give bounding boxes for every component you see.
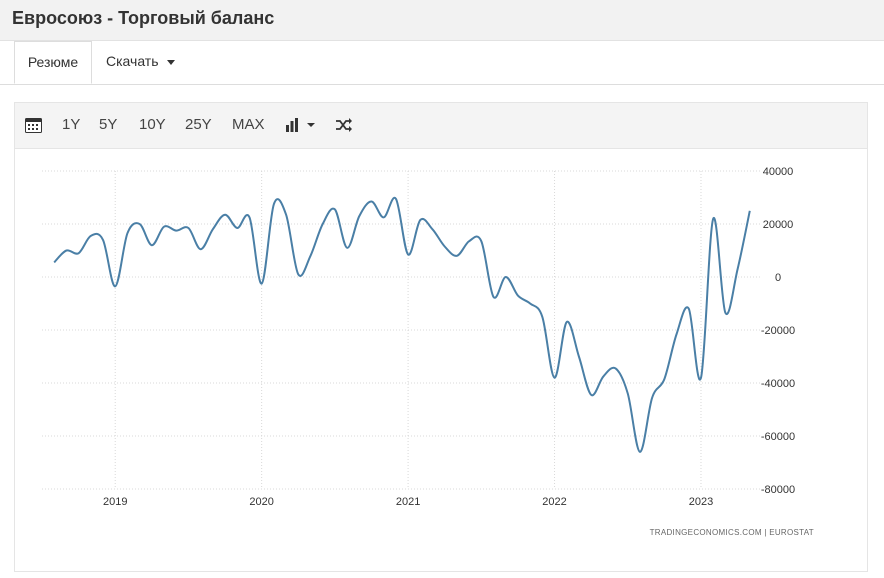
x-tick-label: 2021 bbox=[396, 496, 420, 508]
tab-download[interactable]: Скачать bbox=[106, 41, 175, 84]
tab-bar: Резюме Скачать bbox=[0, 41, 884, 85]
x-tick-label: 2023 bbox=[689, 496, 713, 508]
tab-download-label: Скачать bbox=[106, 53, 159, 69]
x-tick-label: 2020 bbox=[249, 496, 273, 508]
y-tick-label: 20000 bbox=[763, 219, 794, 231]
tab-summary[interactable]: Резюме bbox=[14, 41, 92, 84]
y-tick-label: 0 bbox=[775, 272, 781, 284]
title-bar: Евросоюз - Торговый баланс bbox=[0, 0, 884, 41]
range-25y-button[interactable]: 25Y bbox=[185, 116, 212, 133]
range-max-button[interactable]: MAX bbox=[232, 116, 265, 133]
shuffle-icon[interactable] bbox=[335, 117, 353, 138]
chart-toolbar: 1Y 5Y 10Y 25Y MAX bbox=[15, 103, 867, 149]
source-credit: TRADINGECONOMICS.COM | EUROSTAT bbox=[650, 528, 814, 537]
bar-chart-icon[interactable] bbox=[285, 118, 319, 137]
x-axis: 2019 2020 2021 2022 2023 bbox=[103, 496, 713, 508]
chart-panel: 1Y 5Y 10Y 25Y MAX bbox=[14, 102, 868, 572]
x-tick-label: 2019 bbox=[103, 496, 127, 508]
x-tick-label: 2022 bbox=[542, 496, 566, 508]
y-tick-label: 40000 bbox=[763, 166, 794, 178]
caret-down-icon bbox=[166, 59, 175, 65]
y-tick-label: -60000 bbox=[761, 431, 795, 443]
calendar-icon[interactable] bbox=[25, 117, 42, 138]
page-title: Евросоюз - Торговый баланс bbox=[12, 8, 275, 28]
y-tick-label: -80000 bbox=[761, 484, 795, 496]
series-line bbox=[53, 196, 751, 453]
range-1y-button[interactable]: 1Y bbox=[62, 116, 81, 133]
range-10y-button[interactable]: 10Y bbox=[139, 116, 166, 133]
y-axis: 40000 20000 0 -20000 -40000 -60000 -80000 bbox=[761, 166, 795, 496]
y-tick-label: -20000 bbox=[761, 325, 795, 337]
range-5y-button[interactable]: 5Y bbox=[99, 116, 118, 133]
y-tick-label: -40000 bbox=[761, 378, 795, 390]
grid-layer bbox=[42, 170, 762, 490]
